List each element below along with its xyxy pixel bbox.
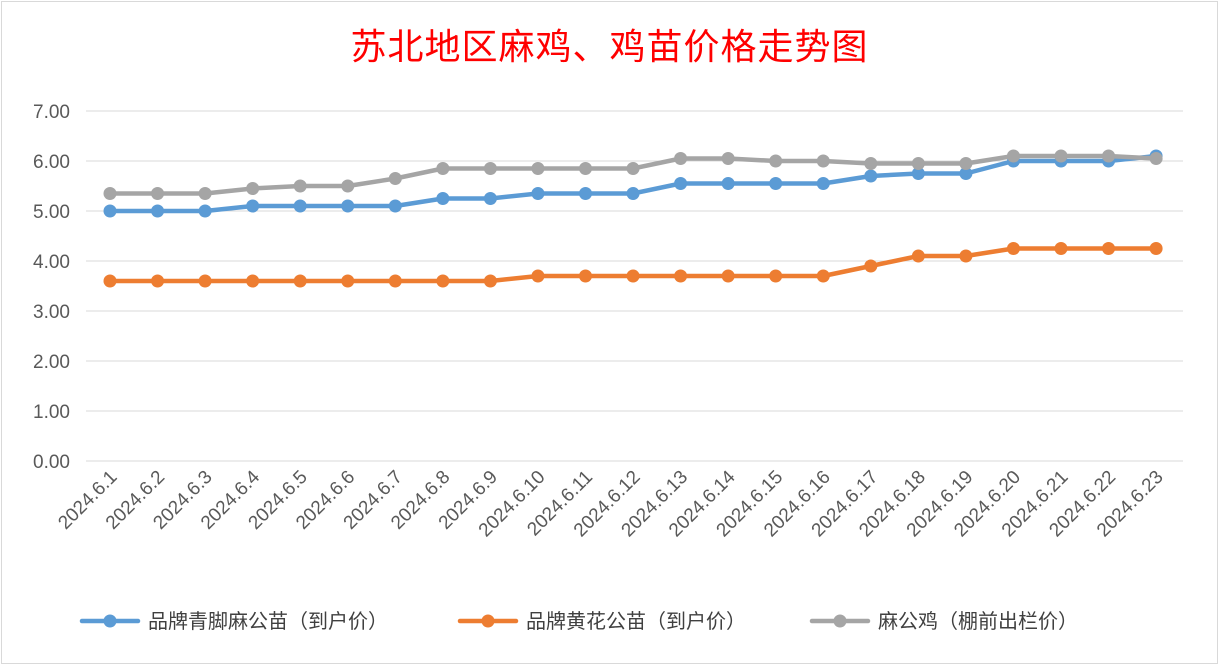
chart-title: 苏北地区麻鸡、鸡苗价格走势图 [350,27,869,68]
plot-area [103,149,1163,288]
data-point [388,199,402,213]
legend-label: 品牌青脚麻公苗（到户价） [148,609,388,633]
data-point [198,274,212,288]
data-point [1006,242,1020,255]
y-tick-label: 7.00 [33,102,70,123]
data-point [341,274,355,288]
gridlines [86,110,1183,462]
data-point [293,179,307,193]
data-point [1006,149,1020,163]
data-point [959,157,973,170]
y-tick-label: 3.00 [33,302,70,323]
series-3 [103,149,1163,200]
data-point [959,167,973,180]
data-point [198,204,212,218]
data-point [483,162,497,175]
data-point [1149,242,1163,255]
data-point [388,274,402,288]
legend-marker [833,614,847,628]
data-point [674,177,688,190]
data-point [246,199,260,213]
data-point [436,192,450,205]
data-point [531,269,545,283]
data-point [721,177,735,190]
y-axis-ticks: 0.00 1.00 2.00 3.00 4.00 5.00 6.00 7.00 [33,102,70,473]
data-point [769,269,783,283]
legend-label: 品牌黄花公苗（到户价） [526,609,746,633]
data-point [151,274,165,288]
data-point [911,167,925,180]
legend-marker [103,614,117,628]
data-point [864,157,878,170]
data-point [341,179,355,193]
data-point [911,157,925,170]
series-2 [103,242,1163,288]
data-point [293,274,307,288]
data-point [1102,149,1116,163]
data-point [816,154,830,168]
legend-item-3: 麻公鸡（棚前出栏价） [809,609,1078,633]
legend-marker [481,614,495,628]
legend-item-2: 品牌黄花公苗（到户价） [457,609,746,633]
data-point [626,187,640,200]
data-point [103,274,117,288]
data-point [1102,242,1116,255]
legend-label: 麻公鸡（棚前出栏价） [878,609,1078,633]
data-point [721,152,735,165]
data-point [721,269,735,283]
data-point [864,259,878,273]
data-point [816,177,830,190]
data-point [1054,242,1068,255]
data-point [674,269,688,283]
data-point [531,162,545,175]
y-tick-label: 0.00 [33,452,70,473]
data-point [246,274,260,288]
data-point [911,249,925,263]
data-point [626,269,640,283]
data-point [769,177,783,190]
data-point [579,187,592,200]
legend-item-1: 品牌青脚麻公苗（到户价） [79,609,388,633]
x-axis-ticks: 2024.6.12024.6.22024.6.32024.6.42024.6.5… [54,466,1167,541]
data-point [293,199,307,213]
data-point [864,169,878,183]
data-point [531,187,545,200]
data-point [816,269,830,283]
data-point [151,187,165,200]
data-point [198,187,212,200]
data-point [246,182,260,195]
data-point [388,172,402,185]
data-point [959,249,973,263]
data-point [769,154,783,168]
data-point [579,269,592,283]
data-point [103,204,117,218]
data-point [341,199,355,213]
legend: 品牌青脚麻公苗（到户价） 品牌黄花公苗（到户价） 麻公鸡（棚前出栏价） [79,609,1078,633]
data-point [1149,152,1163,165]
y-tick-label: 6.00 [33,152,70,173]
data-point [483,192,497,205]
data-point [674,152,688,165]
y-tick-label: 2.00 [33,352,70,373]
y-tick-label: 1.00 [33,402,70,423]
y-tick-label: 4.00 [33,252,70,273]
data-point [626,162,640,175]
y-tick-label: 5.00 [33,202,70,223]
data-point [436,274,450,288]
data-point [579,162,592,175]
data-point [151,204,165,218]
data-point [103,187,117,200]
data-point [483,274,497,288]
data-point [436,162,450,175]
data-point [1054,149,1068,163]
